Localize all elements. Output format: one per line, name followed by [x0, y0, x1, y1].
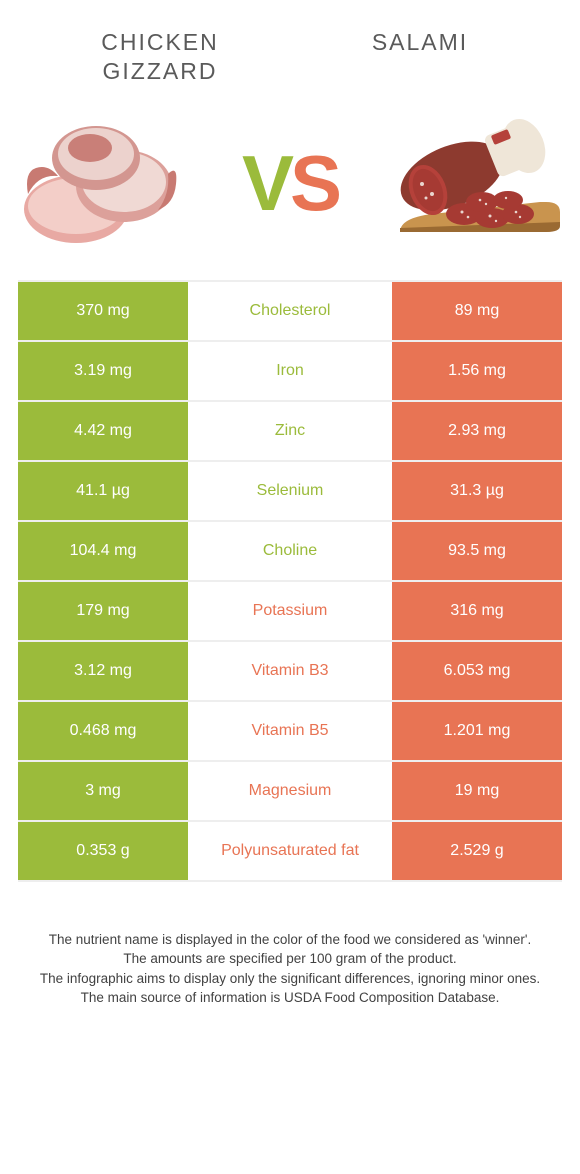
- hero-row: VS: [0, 96, 580, 280]
- left-value: 41.1 µg: [18, 462, 188, 520]
- nutrient-label: Magnesium: [188, 762, 392, 820]
- table-row: 104.4 mgCholine93.5 mg: [18, 522, 562, 582]
- right-food-title: Salami: [320, 28, 520, 86]
- right-food-image: [392, 114, 562, 254]
- table-row: 3.12 mgVitamin B36.053 mg: [18, 642, 562, 702]
- nutrient-label: Vitamin B5: [188, 702, 392, 760]
- left-value: 370 mg: [18, 282, 188, 340]
- left-value: 0.353 g: [18, 822, 188, 880]
- header-titles: Chicken gizzard Salami: [0, 0, 580, 96]
- left-food-title: Chicken gizzard: [60, 28, 260, 86]
- left-food-image: [18, 114, 188, 254]
- nutrient-label: Selenium: [188, 462, 392, 520]
- footnote-4: The main source of information is USDA F…: [34, 988, 546, 1008]
- table-row: 0.353 gPolyunsaturated fat2.529 g: [18, 822, 562, 882]
- right-value: 316 mg: [392, 582, 562, 640]
- table-row: 4.42 mgZinc2.93 mg: [18, 402, 562, 462]
- right-value: 1.201 mg: [392, 702, 562, 760]
- right-value: 1.56 mg: [392, 342, 562, 400]
- nutrient-label: Polyunsaturated fat: [188, 822, 392, 880]
- nutrition-table: 370 mgCholesterol89 mg3.19 mgIron1.56 mg…: [18, 280, 562, 882]
- nutrient-label: Iron: [188, 342, 392, 400]
- left-value: 179 mg: [18, 582, 188, 640]
- nutrient-label: Cholesterol: [188, 282, 392, 340]
- right-value: 89 mg: [392, 282, 562, 340]
- footnotes: The nutrient name is displayed in the co…: [0, 882, 580, 1008]
- left-value: 3.12 mg: [18, 642, 188, 700]
- left-value: 3 mg: [18, 762, 188, 820]
- nutrient-label: Choline: [188, 522, 392, 580]
- right-value: 2.529 g: [392, 822, 562, 880]
- table-row: 370 mgCholesterol89 mg: [18, 282, 562, 342]
- table-row: 3 mgMagnesium19 mg: [18, 762, 562, 822]
- table-row: 3.19 mgIron1.56 mg: [18, 342, 562, 402]
- chicken-gizzard-icon: [18, 114, 188, 254]
- nutrient-label: Vitamin B3: [188, 642, 392, 700]
- footnote-3: The infographic aims to display only the…: [34, 969, 546, 989]
- table-row: 179 mgPotassium316 mg: [18, 582, 562, 642]
- right-value: 93.5 mg: [392, 522, 562, 580]
- salami-icon: [392, 114, 562, 254]
- right-value: 19 mg: [392, 762, 562, 820]
- right-value: 31.3 µg: [392, 462, 562, 520]
- vs-v: V: [242, 139, 290, 227]
- vs-label: VS: [242, 138, 338, 229]
- right-value: 6.053 mg: [392, 642, 562, 700]
- table-row: 41.1 µgSelenium31.3 µg: [18, 462, 562, 522]
- nutrient-label: Zinc: [188, 402, 392, 460]
- footnote-1: The nutrient name is displayed in the co…: [34, 930, 546, 950]
- footnote-2: The amounts are specified per 100 gram o…: [34, 949, 546, 969]
- right-value: 2.93 mg: [392, 402, 562, 460]
- nutrient-label: Potassium: [188, 582, 392, 640]
- table-row: 0.468 mgVitamin B51.201 mg: [18, 702, 562, 762]
- left-value: 104.4 mg: [18, 522, 188, 580]
- left-value: 4.42 mg: [18, 402, 188, 460]
- left-value: 3.19 mg: [18, 342, 188, 400]
- left-value: 0.468 mg: [18, 702, 188, 760]
- vs-s: S: [290, 139, 338, 227]
